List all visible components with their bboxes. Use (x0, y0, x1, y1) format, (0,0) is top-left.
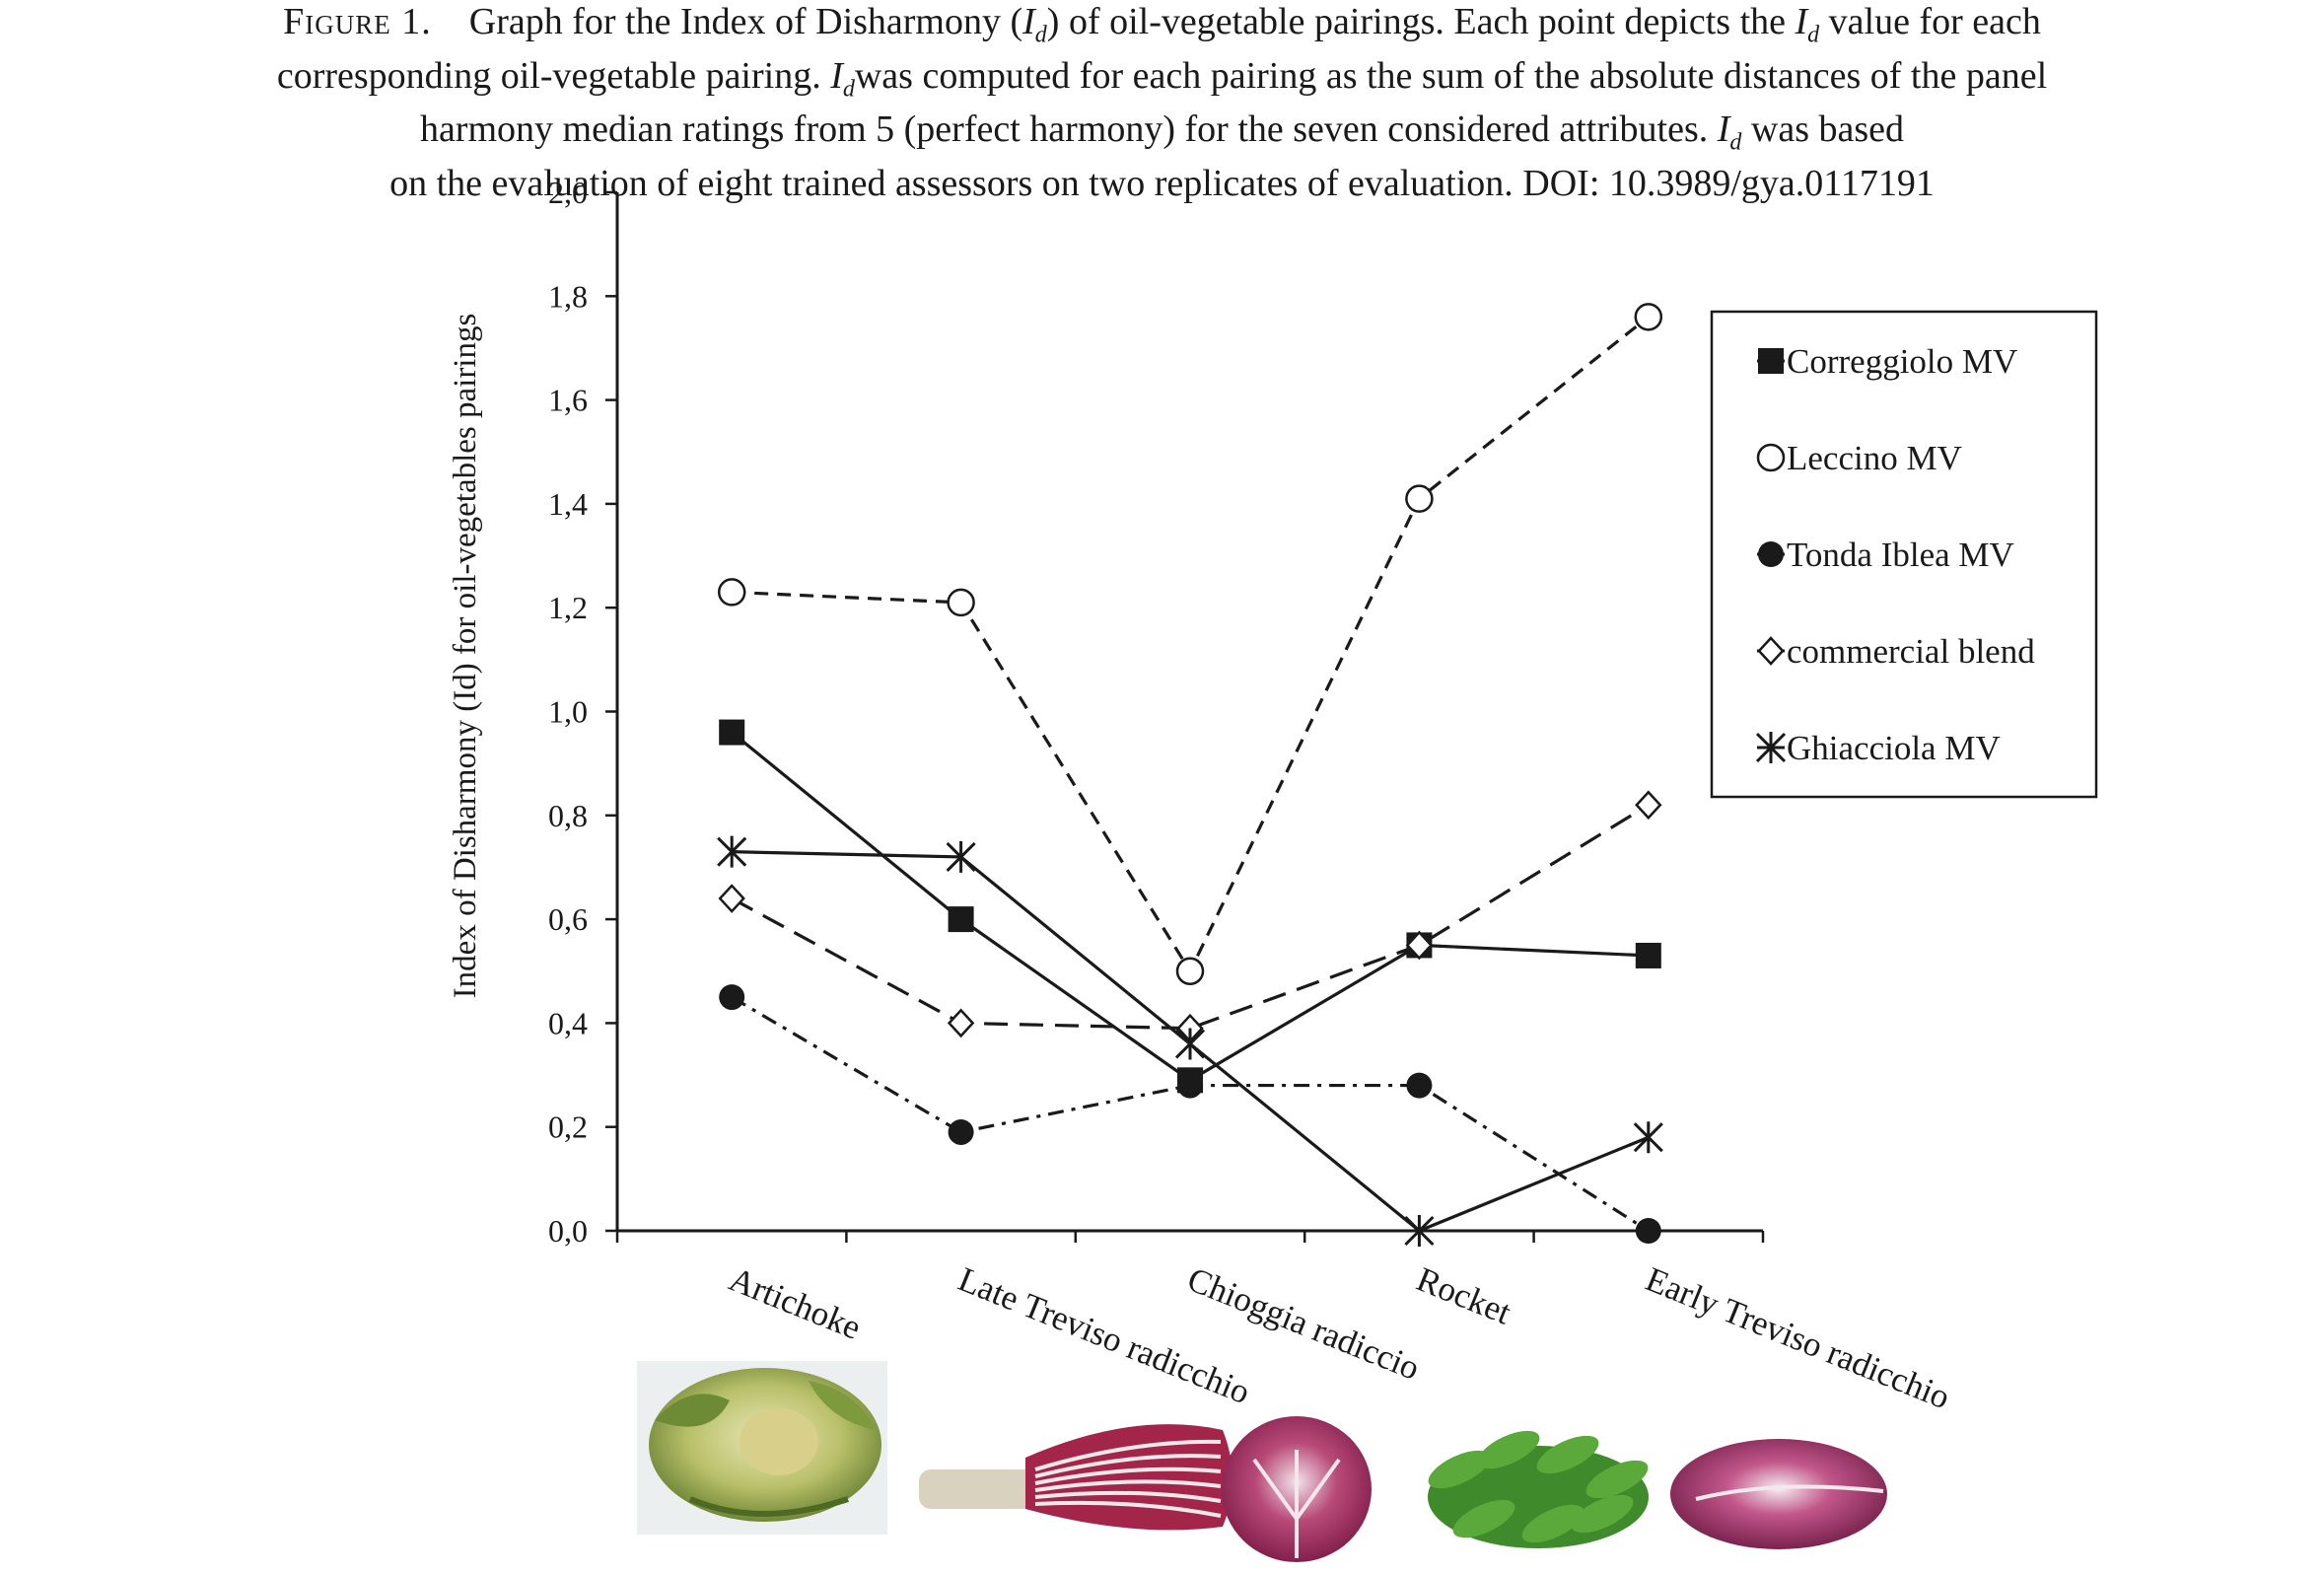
rocket-photo (1428, 1430, 1649, 1548)
legend-marker (1758, 348, 1784, 374)
x-category-label: Rocket (1411, 1259, 1516, 1331)
late-treviso-radicchio-photo (919, 1424, 1232, 1531)
data-point-s4-p2 (947, 1008, 975, 1038)
data-point-s1-p1 (719, 719, 745, 746)
data-point-s4-p5 (1635, 790, 1662, 821)
data-point-s3-p1 (719, 984, 745, 1011)
caption-id-subscript: d (1729, 129, 1742, 156)
data-point-s5-p1 (717, 835, 747, 868)
data-point-s5-p3 (1174, 1028, 1206, 1060)
y-tick-label: 1,6 (548, 383, 588, 418)
y-tick-label: 1,0 (548, 694, 588, 730)
data-point-s3-p5 (1635, 1218, 1661, 1244)
data-point-s5-p2 (946, 840, 976, 873)
caption-id-symbol: I (830, 54, 843, 97)
x-category-label: Artichoke (724, 1259, 866, 1347)
y-tick-label: 2,0 (548, 175, 588, 210)
y-tick-label: 0,8 (548, 798, 588, 833)
caption-id-symbol: I (1795, 1, 1808, 42)
series-line-2 (732, 316, 1650, 975)
data-point-s1-p2 (948, 906, 974, 933)
data-point-s3-p3 (1177, 1072, 1203, 1099)
caption-id-subscript: d (1807, 22, 1820, 48)
early-treviso-radicchio-photo (1670, 1439, 1887, 1549)
caption-id-subscript: d (1034, 22, 1047, 48)
caption-id-subscript: d (842, 76, 855, 103)
figure-caption: Figure 1. Graph for the Index of Disharm… (89, 2, 2235, 204)
vegetable-photos (637, 1361, 1887, 1562)
y-tick-label: 1,4 (548, 486, 588, 522)
y-tick-label: 0,2 (548, 1109, 588, 1145)
data-point-s5-p5 (1633, 1121, 1663, 1154)
legend-label: Ghiacciola MV (1787, 729, 2001, 767)
legend-label: Leccino MV (1787, 439, 1962, 477)
y-tick-label: 0,4 (548, 1005, 588, 1040)
x-category-label: Early Treviso radicchio (1641, 1259, 1955, 1416)
caption-id-symbol: I (1717, 108, 1730, 151)
y-tick-label: 0,6 (548, 901, 588, 937)
data-point-s5-p4 (1404, 1215, 1435, 1247)
caption-text-4: on the evaluation of eight trained asses… (389, 162, 1935, 204)
caption-label: Figure 1. (283, 1, 432, 42)
legend-marker (1755, 732, 1787, 763)
data-point-s2-p5 (1634, 303, 1663, 331)
caption-id-symbol: I (1022, 1, 1035, 42)
caption-text-2b: was computed for each pairing as the sum… (854, 54, 2048, 97)
caption-text-1a: Graph for the Index of Disharmony ( (468, 1, 1023, 42)
legend-label: Tonda Iblea MV (1787, 536, 2014, 574)
caption-text-1b: ) of oil-vegetable pairings. Each point … (1046, 1, 1796, 42)
data-point-s2-p2 (947, 588, 975, 617)
legend: Correggiolo MV Leccino MV Tonda Iblea MV co… (1710, 310, 2098, 799)
legend-marker (1756, 443, 1786, 472)
legend-marker (1757, 636, 1785, 666)
y-tick-label: 1,8 (548, 278, 588, 314)
caption-text-3b: was based (1741, 108, 1905, 151)
chioggia-radicchio-photo (1222, 1416, 1372, 1562)
artichoke-photo (637, 1361, 887, 1535)
series-markers (717, 303, 1663, 1247)
caption-text-2a: corresponding oil-vegetable pairing. (276, 54, 831, 97)
data-point-s1-p5 (1635, 942, 1661, 968)
y-tick-label: 0,0 (548, 1213, 588, 1249)
y-axis-label: Index of Disharmony (Id) for oil-vegetab… (448, 314, 483, 999)
caption-text-1c: value for each (1819, 1, 2041, 42)
data-point-s2-p3 (1175, 957, 1205, 985)
legend-marker (1758, 541, 1784, 567)
y-tick-label: 1,2 (548, 590, 588, 625)
legend-label: commercial blend (1787, 632, 2035, 671)
data-point-s2-p4 (1405, 484, 1434, 513)
data-point-s3-p4 (1406, 1072, 1433, 1099)
caption-text-3a: harmony median ratings from 5 (perfect h… (419, 108, 1718, 151)
legend-label: Correggiolo MV (1787, 342, 2017, 381)
series-line-4 (731, 803, 1650, 1031)
data-point-s4-p1 (718, 884, 745, 913)
data-point-s3-p2 (948, 1118, 974, 1145)
data-point-s2-p1 (717, 578, 746, 607)
data-point-s4-p4 (1405, 930, 1434, 961)
